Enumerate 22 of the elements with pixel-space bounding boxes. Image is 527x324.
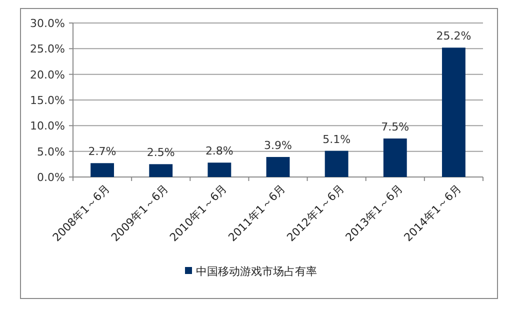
data-label: 7.5% bbox=[381, 120, 410, 134]
y-tick-label: 15.0% bbox=[30, 94, 65, 107]
bar bbox=[208, 162, 232, 177]
y-tick-label: 25.0% bbox=[30, 42, 65, 56]
y-tick-label: 5.0% bbox=[37, 145, 65, 158]
y-tick-label: 0.0% bbox=[37, 171, 65, 184]
data-label: 2.5% bbox=[146, 146, 175, 160]
bar bbox=[324, 150, 348, 177]
data-label: 25.2% bbox=[436, 30, 472, 43]
data-label: 5.1% bbox=[322, 132, 351, 146]
data-label: 2.7% bbox=[88, 145, 116, 158]
y-tick-label: 20.0% bbox=[30, 68, 65, 82]
data-label: 3.9% bbox=[264, 138, 292, 152]
y-tick-label: 30.0% bbox=[30, 17, 65, 30]
data-label: 2.8% bbox=[205, 144, 234, 158]
bar bbox=[266, 156, 290, 177]
bar bbox=[149, 164, 173, 177]
bar bbox=[383, 138, 407, 177]
y-tick-label: 10.0% bbox=[30, 120, 65, 133]
bar bbox=[90, 163, 114, 177]
legend-label: 中国移动游戏市场占有率 bbox=[196, 265, 317, 278]
bar bbox=[442, 48, 466, 177]
